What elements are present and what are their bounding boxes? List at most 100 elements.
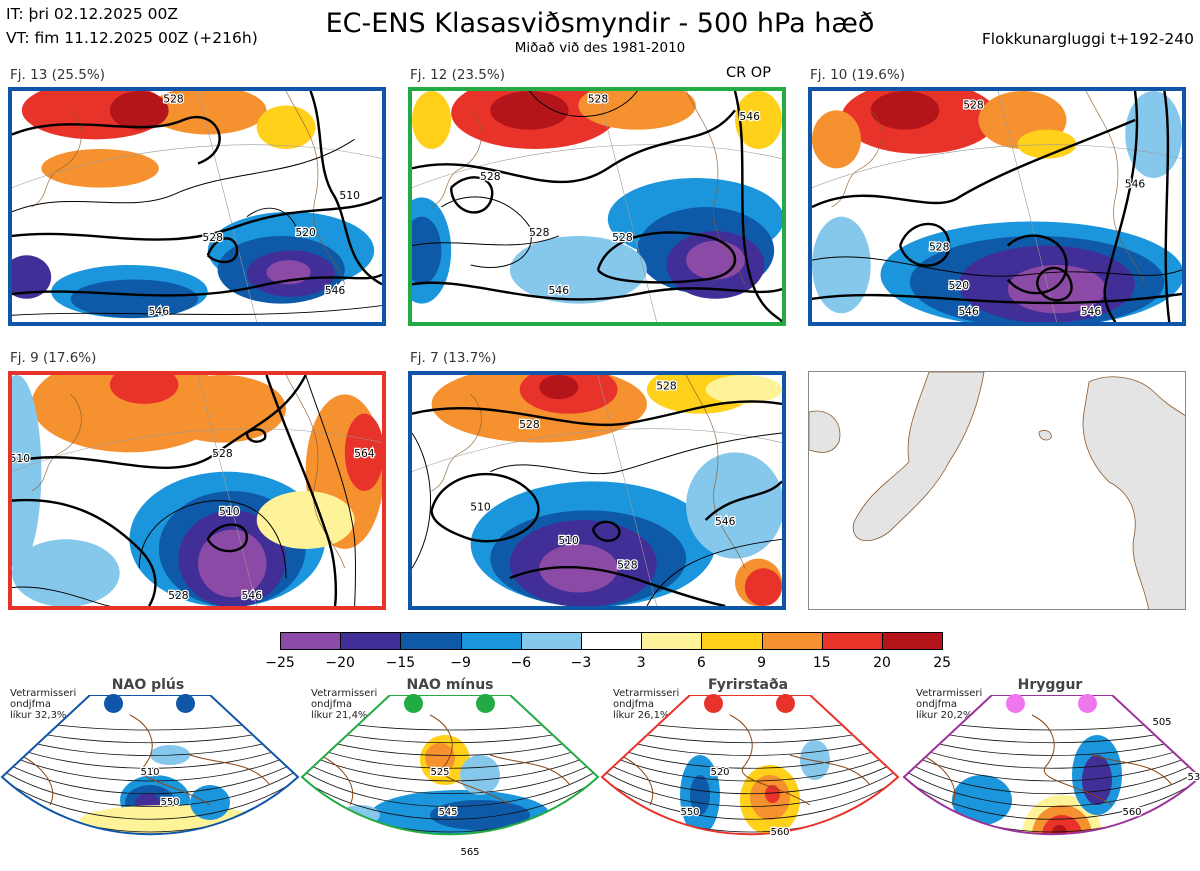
cluster-map: 528 528 510 510 528 546 (412, 375, 782, 606)
anomaly-shading (705, 375, 782, 404)
height-contour (138, 500, 287, 578)
regime-contour-label: 505 (1152, 717, 1171, 728)
anomaly-shading (344, 413, 382, 491)
contour-label: 546 (958, 305, 979, 318)
height-contour (704, 480, 782, 521)
coastline (489, 754, 571, 786)
regime-contour (302, 777, 598, 820)
regime-note: Vetrarmisseri ondjfma líkur 21,4% (311, 688, 378, 721)
anomaly-shading (109, 91, 169, 130)
page-subtitle: Miðað við des 1981-2010 (514, 40, 686, 56)
regime-contour-label: 560 (770, 827, 789, 838)
regime-title: Fyrirstaða (707, 677, 789, 693)
graticule (997, 91, 1057, 322)
height-contour (1006, 234, 1068, 295)
height-contour (265, 375, 337, 606)
regime-anomaly (690, 775, 710, 815)
colorbar-swatch (280, 632, 342, 650)
height-contour (12, 273, 382, 297)
regime-note: Vetrarmisseri ondjfma líkur 26,1% (613, 688, 680, 721)
regime-note: Vetrarmisseri ondjfma líkur 20,2% (916, 688, 983, 721)
anomaly-shading (149, 91, 267, 135)
contour-label: 528 (617, 558, 638, 571)
contour-label: 528 (929, 241, 950, 254)
regime-contour (2, 759, 298, 795)
regime-contour (2, 777, 298, 820)
height-contour (246, 207, 297, 227)
contour-label: 528 (656, 380, 677, 393)
height-contour (898, 222, 951, 267)
height-contour (12, 498, 157, 606)
height-contour (591, 520, 621, 542)
colorbar-tick-label: 25 (933, 655, 952, 671)
colorbar-tick-label: 15 (812, 655, 831, 671)
regime-contour-label: 560 (1122, 807, 1141, 818)
regime-contour-label: 510 (140, 767, 159, 778)
cluster-map-panel: 528 528 528 528 546 546 (408, 87, 786, 326)
contour-label: 528 (212, 447, 233, 460)
height-contour (412, 400, 782, 427)
colorbar-tick-label: −3 (570, 655, 592, 671)
cluster-map-panel: 528 546 528 520 546 546 (808, 87, 1186, 326)
height-contour (1035, 266, 1073, 302)
regime-contour (602, 777, 898, 820)
anomaly-shading (578, 91, 696, 130)
colorbar-swatch (520, 632, 582, 650)
contour-label: 528 (529, 226, 550, 239)
colorbar-swatch (821, 632, 883, 650)
regime-contour (904, 768, 1200, 807)
regime-anomaly (1052, 825, 1067, 835)
regime-contour (904, 750, 1200, 782)
height-contour (812, 292, 1182, 305)
graticule (812, 144, 1182, 188)
height-contour (309, 91, 382, 286)
colorbar-tick-label: 6 (696, 655, 706, 671)
coastline (685, 91, 746, 285)
regime-anomaly (460, 755, 500, 795)
regime-title: NAO mínus (406, 677, 494, 693)
classification-window: Flokkunargluggi t+192-240 (981, 30, 1194, 48)
colorbar-swatch (701, 632, 763, 650)
contour-label: 520 (295, 226, 316, 239)
regime-outline (600, 695, 900, 836)
regime-note: Vetrarmisseri ondjfma líkur 32,3% (10, 688, 77, 721)
regime-contour (602, 741, 898, 769)
contour-label: 546 (1081, 305, 1102, 318)
anomaly-shading (812, 216, 871, 314)
coastline (729, 714, 811, 806)
graticule (197, 91, 257, 322)
height-contour (412, 432, 432, 569)
anomaly-shading (412, 91, 452, 149)
contour-label: 528 (163, 93, 184, 106)
regime-marker-dot (1078, 694, 1097, 713)
regime-outline (902, 695, 1200, 836)
contour-label: 546 (1125, 178, 1146, 191)
height-contour (430, 472, 540, 543)
regime-contour-label: 535 (1187, 772, 1200, 783)
anomaly-shading (109, 375, 179, 404)
height-contour (646, 538, 782, 606)
coastline (429, 714, 511, 806)
regime-map: 525 545 565 (300, 695, 600, 859)
regime-map: 510 550 (0, 695, 300, 836)
height-contour (1163, 91, 1171, 322)
regime-marker-dot (1006, 694, 1025, 713)
contour-label: 528 (168, 589, 189, 602)
coastline (31, 394, 82, 492)
regime-contour (602, 759, 898, 795)
regime-marker-dot (176, 694, 195, 713)
graticule (197, 375, 257, 606)
coastline (921, 754, 956, 806)
coastline (31, 110, 82, 208)
regime-contour (2, 768, 298, 807)
anomaly-shading (812, 110, 861, 169)
graticule (12, 144, 382, 188)
cluster-label: Fj. 12 (23.5%) (410, 67, 505, 83)
contour-label: 564 (354, 447, 375, 460)
height-contour (412, 109, 736, 184)
regime-title: NAO plús (111, 677, 185, 693)
height-contour (449, 176, 494, 214)
anomaly-shading (41, 148, 159, 188)
regime-outline (300, 695, 600, 836)
regime-marker-dot (776, 694, 795, 713)
